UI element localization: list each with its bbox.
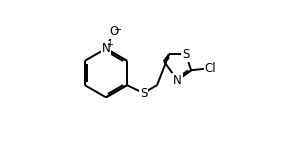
Text: O: O xyxy=(109,25,118,38)
Text: N: N xyxy=(173,74,182,87)
Text: −: − xyxy=(114,25,122,35)
Text: S: S xyxy=(140,87,147,100)
Text: S: S xyxy=(182,48,190,61)
Text: +: + xyxy=(107,40,113,49)
Text: Cl: Cl xyxy=(205,62,216,75)
Text: N: N xyxy=(102,42,110,55)
